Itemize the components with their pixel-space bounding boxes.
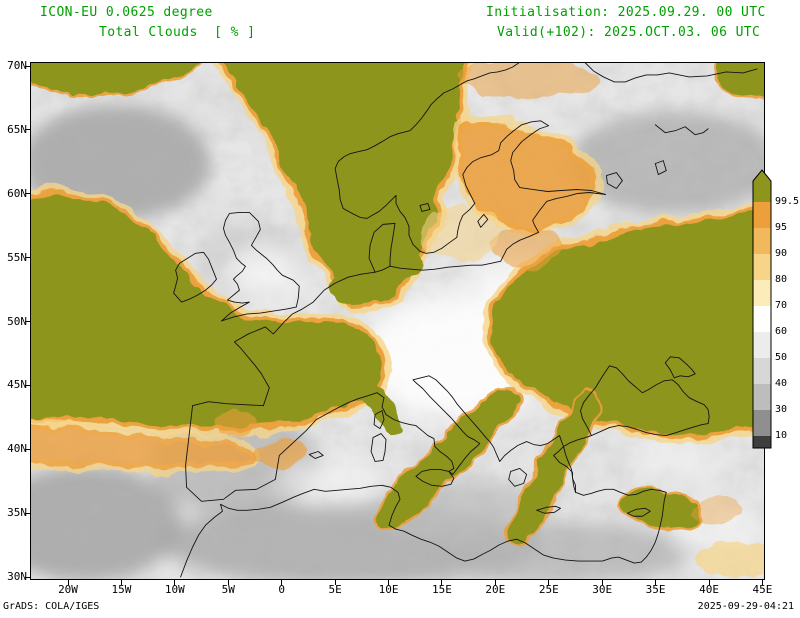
- lat-tick-mark: [25, 193, 30, 195]
- lon-tick-mark: [227, 580, 229, 585]
- colorbar-label: 10: [775, 430, 788, 441]
- colorbar-label: 99.5: [775, 196, 800, 207]
- lon-tick-label: 5W: [221, 583, 235, 596]
- colorbar-outline: [752, 169, 772, 449]
- title-valid: Valid(+102): 2025.OCT.03. 06 UTC: [497, 25, 761, 40]
- lat-tick-label: 55N: [7, 250, 27, 264]
- lon-tick-label: 10W: [164, 583, 185, 596]
- colorbar-segment: [753, 280, 771, 306]
- colorbar-segment: [753, 332, 771, 358]
- colorbar-segment: [753, 306, 771, 332]
- lon-tick-mark: [120, 580, 122, 585]
- lon-tick-mark: [548, 580, 550, 585]
- lon-tick-mark: [761, 580, 763, 585]
- lat-tick-mark: [25, 129, 30, 131]
- colorbar-label: 30: [775, 404, 788, 415]
- lat-tick-mark: [25, 65, 30, 67]
- lon-tick-label: 5E: [328, 583, 342, 596]
- lat-tick-label: 30N: [7, 570, 27, 583]
- lon-tick-label: 15E: [432, 583, 452, 596]
- colorbar-label: 40: [775, 378, 788, 389]
- colorbar-segment: [753, 384, 771, 410]
- lat-tick-label: 65N: [7, 122, 27, 136]
- lon-tick-label: 25E: [538, 583, 559, 596]
- lon-tick-label: 20W: [58, 583, 78, 596]
- lat-tick-label: 35N: [7, 506, 27, 520]
- lon-tick-label: 35E: [645, 583, 666, 596]
- title-init: Initialisation: 2025.09.29. 00 UTC: [486, 5, 766, 20]
- colorbar-scale: [752, 169, 772, 449]
- lat-tick-mark: [25, 257, 30, 259]
- colorbar-segment: [753, 436, 771, 448]
- lon-tick-label: 15W: [111, 583, 132, 596]
- footer-timestamp: 2025-09-29-04:21: [697, 601, 794, 612]
- title-variable: Total Clouds [ % ]: [99, 25, 256, 40]
- colorbar-label: 50: [775, 352, 788, 363]
- lat-tick-label: 70N: [7, 59, 27, 72]
- lon-tick-mark: [174, 580, 176, 585]
- lon-tick-mark: [281, 580, 283, 585]
- title-model: ICON-EU 0.0625 degree: [40, 5, 213, 20]
- lon-tick-label: 20E: [485, 583, 506, 596]
- coastlines: [173, 63, 758, 578]
- colorbar-label: 70: [775, 300, 788, 311]
- lon-tick-label: 45E: [752, 583, 773, 596]
- lat-tick-mark: [25, 321, 30, 322]
- lon-tick-mark: [494, 580, 496, 585]
- lat-tick-label: 40N: [7, 442, 27, 456]
- lon-tick-mark: [708, 580, 710, 585]
- colorbar-segment: [753, 254, 771, 280]
- lat-tick-label: 50N: [7, 314, 27, 328]
- colorbar-segment: [753, 358, 771, 384]
- lat-tick-label: 45N: [7, 378, 27, 392]
- lat-tick-mark: [25, 384, 30, 386]
- colorbar-segment: [753, 202, 771, 228]
- lat-tick-mark: [25, 448, 30, 450]
- lon-tick-mark: [388, 580, 390, 585]
- lon-tick-mark: [655, 580, 657, 585]
- lon-tick-label: 0: [278, 583, 285, 596]
- colorbar-label: 95: [775, 222, 788, 233]
- lat-tick-label: 60N: [7, 186, 27, 200]
- colorbar-segment: [753, 170, 771, 202]
- lon-tick-mark: [334, 580, 336, 585]
- lon-tick-label: 30E: [592, 583, 613, 596]
- map-frame: [30, 62, 765, 580]
- lon-tick-mark: [601, 580, 603, 585]
- lon-tick-mark: [67, 580, 69, 585]
- cloud-cover-map: [31, 63, 764, 579]
- footer-credit: GrADS: COLA/IGES: [3, 601, 100, 612]
- lon-tick-mark: [441, 580, 443, 585]
- colorbar-label: 80: [775, 274, 788, 285]
- colorbar-label: 60: [775, 326, 788, 337]
- lon-tick-label: 10E: [378, 583, 399, 596]
- lat-tick-mark: [25, 576, 30, 578]
- colorbar-label: 90: [775, 248, 788, 259]
- lon-tick-label: 40E: [699, 583, 719, 596]
- colorbar-segment: [753, 228, 771, 254]
- lat-tick-mark: [25, 512, 30, 514]
- colorbar-segment: [753, 410, 771, 436]
